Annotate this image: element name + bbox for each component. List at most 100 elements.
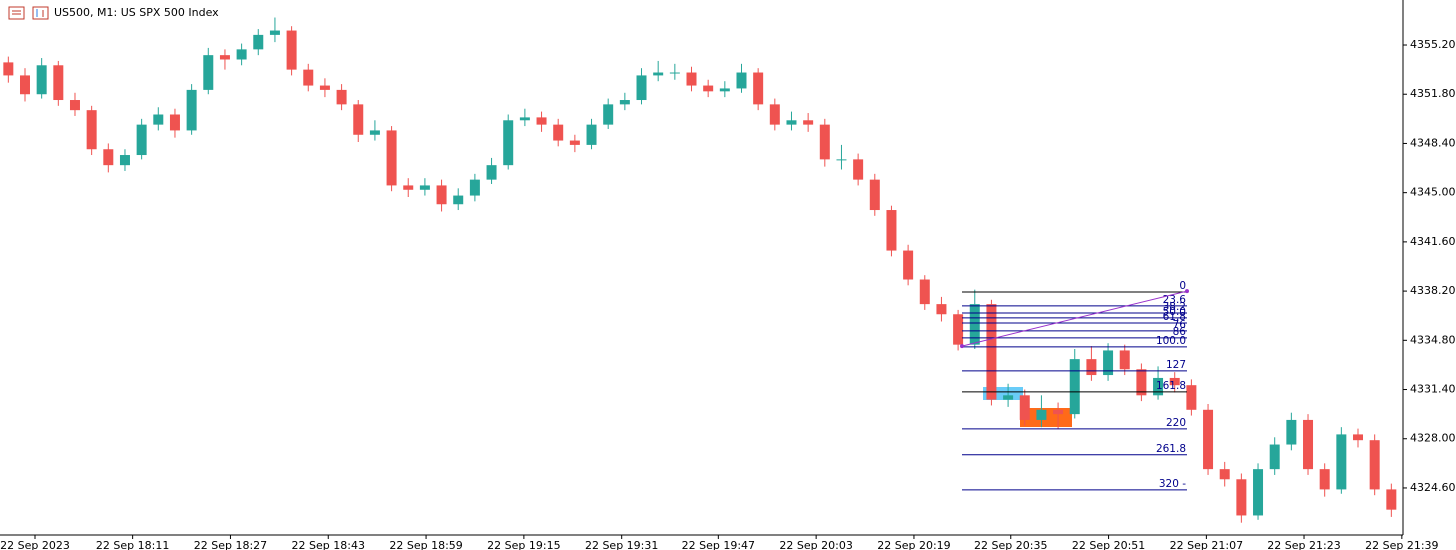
- candle-body: [636, 75, 647, 101]
- candle-body: [403, 185, 414, 190]
- candle-body: [619, 100, 630, 105]
- y-tick-label: 4341.60: [1410, 235, 1456, 248]
- candle-body: [169, 114, 180, 131]
- fib-label: 50.0: [1163, 306, 1186, 318]
- candle-body: [86, 110, 97, 150]
- candle-body: [1269, 444, 1280, 470]
- candle-body: [886, 210, 897, 251]
- chart-title: US500, M1: US SPX 500 Index: [54, 6, 219, 19]
- candle-body: [586, 124, 597, 145]
- candle-body: [1319, 469, 1330, 490]
- candle-body: [353, 104, 364, 135]
- candle-body: [453, 195, 464, 205]
- x-tick-label: 22 Sep 19:31: [585, 539, 658, 550]
- candle-body: [936, 304, 947, 315]
- fib-label: 127: [1166, 359, 1186, 371]
- candle-body: [486, 165, 497, 180]
- candle-body: [669, 72, 680, 74]
- candle-body: [753, 72, 764, 105]
- x-tick-label: 22 Sep 18:59: [389, 539, 462, 550]
- candle-body: [1153, 377, 1164, 396]
- candle-body: [1369, 440, 1380, 490]
- candle-body: [503, 120, 514, 166]
- candle-body: [703, 85, 714, 92]
- fib-label: 320 -: [1159, 478, 1186, 490]
- candle-body: [719, 88, 730, 92]
- candle-body: [1136, 369, 1147, 396]
- candle-body: [1086, 359, 1097, 376]
- y-tick-label: 4331.40: [1410, 383, 1456, 396]
- candle-body: [1303, 419, 1314, 470]
- candle-body: [369, 130, 380, 135]
- candle-body: [1336, 434, 1347, 490]
- x-tick-label: 22 Sep 20:51: [1072, 539, 1145, 550]
- candle-body: [536, 117, 547, 125]
- x-tick-label: 22 Sep 21:07: [1170, 539, 1243, 550]
- candle-body: [1286, 419, 1297, 445]
- fib-label: 61.8: [1163, 311, 1186, 323]
- candle-body: [686, 72, 697, 86]
- fib-label: 100.0: [1156, 335, 1186, 347]
- candle-body: [219, 55, 230, 60]
- candle-body: [469, 179, 480, 196]
- candle-body: [1186, 385, 1197, 410]
- candle-body: [1036, 409, 1047, 420]
- fib-label: 220: [1166, 417, 1186, 429]
- fib-label: 0: [1179, 280, 1186, 292]
- candle-body: [186, 89, 197, 131]
- symbol-icons: [8, 6, 49, 20]
- candle-body: [1219, 469, 1230, 480]
- y-tick-label: 4348.40: [1410, 136, 1456, 149]
- candle-body: [869, 179, 880, 211]
- candle-body: [386, 130, 397, 186]
- trend-point: [960, 344, 964, 349]
- candle-body: [1103, 350, 1114, 376]
- candle-body: [853, 159, 864, 180]
- candle-body: [1253, 469, 1264, 516]
- x-tick-label: 22 Sep 19:47: [682, 539, 755, 550]
- candle-body: [203, 55, 214, 90]
- candle-body: [919, 279, 930, 305]
- candle-body: [1203, 409, 1214, 470]
- candle-body: [1053, 409, 1064, 415]
- x-tick-label: 22 Sep 2023: [0, 539, 70, 550]
- candle-body: [519, 117, 530, 121]
- candle-body: [1386, 489, 1397, 510]
- y-tick-label: 4351.80: [1410, 87, 1456, 100]
- fib-label: 161.8: [1156, 380, 1186, 392]
- trend-point: [1185, 289, 1189, 294]
- candle-body: [1353, 434, 1364, 441]
- x-tick-label: 22 Sep 20:03: [779, 539, 852, 550]
- candle-body: [969, 304, 980, 345]
- fib-label: 38.2: [1163, 301, 1186, 313]
- trend-line: [961, 290, 1188, 347]
- x-tick-label: 22 Sep 21:39: [1365, 539, 1438, 550]
- candle-body: [103, 149, 114, 166]
- x-tick-label: 22 Sep 20:35: [974, 539, 1047, 550]
- fib-label: 23.6: [1163, 294, 1187, 306]
- candle-body: [803, 120, 814, 125]
- candle-body: [986, 304, 997, 400]
- candle-body: [53, 65, 64, 101]
- candle-body: [653, 72, 664, 76]
- candle-body: [1119, 350, 1130, 370]
- fib-label: 76: [1173, 319, 1187, 331]
- icon-list: [8, 6, 25, 20]
- candle-body: [436, 185, 447, 205]
- candle-body: [736, 72, 747, 89]
- candle-body: [19, 75, 30, 95]
- candle-body: [786, 120, 797, 125]
- candle-body: [819, 124, 830, 160]
- candle-body: [136, 124, 147, 156]
- candle-body: [319, 85, 330, 90]
- candle-body: [286, 30, 297, 70]
- y-tick-label: 4324.60: [1410, 481, 1456, 494]
- x-tick-label: 22 Sep 18:11: [96, 539, 169, 550]
- fib-label: 261.8: [1156, 443, 1186, 455]
- y-tick-label: 4338.20: [1410, 284, 1456, 297]
- candle-body: [419, 185, 430, 190]
- y-tick-label: 4355.20: [1410, 38, 1456, 51]
- candle-body: [236, 49, 247, 60]
